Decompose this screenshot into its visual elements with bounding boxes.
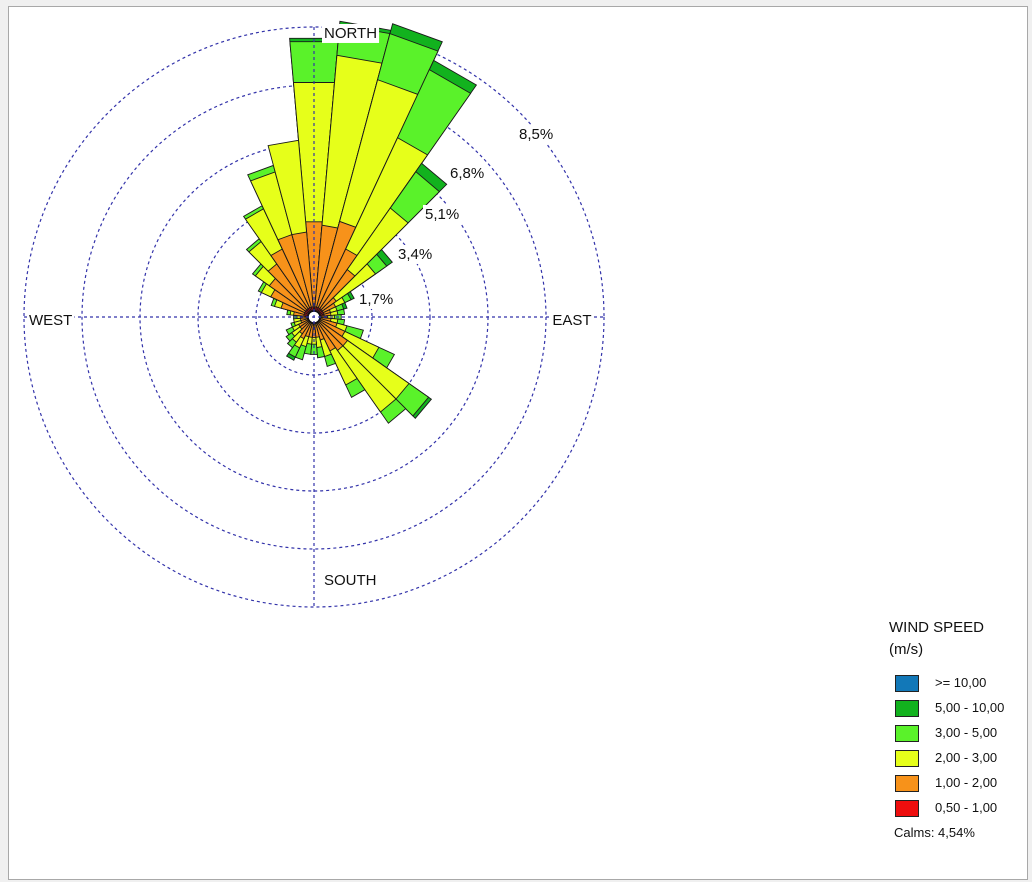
chart-window: 1,7% 3,4% 5,1% 6,8% 8,5% NORTH EAST SOUTH WEST W…: [8, 6, 1028, 880]
legend: WIND SPEED (m/s) >= 10,00 5,00 - 10,00 3,0…: [889, 617, 1027, 840]
legend-swatch: [895, 675, 919, 692]
legend-swatch: [895, 775, 919, 792]
legend-swatch: [895, 750, 919, 767]
compass-bg-north: [322, 23, 380, 43]
grid-axes: [24, 27, 604, 607]
wind-sectors: [242, 20, 478, 424]
compass-bg-west: [27, 310, 75, 330]
grid-ring-5: [23, 26, 605, 608]
ring-label-bg-1: [357, 289, 396, 309]
legend-items: >= 10,00 5,00 - 10,00 3,00 - 5,00 2,00 - 3,…: [889, 673, 1027, 823]
ring-label-bg-5: [517, 124, 556, 144]
ring-label-2: 3,4%: [398, 246, 432, 263]
legend-label: 3,00 - 5,00: [935, 725, 998, 740]
legend-label: >= 10,00: [935, 675, 987, 690]
chart-labels: 1,7% 3,4% 5,1% 6,8% 8,5% NORTH EAST SOUTH WEST: [27, 23, 594, 590]
legend-label: 2,00 - 3,00: [935, 750, 998, 765]
ring-label-5: 8,5%: [519, 126, 553, 143]
legend-label: 0,50 - 1,00: [935, 800, 998, 815]
compass-north: NORTH: [324, 25, 377, 42]
wind-rose-chart: 1,7% 3,4% 5,1% 6,8% 8,5% NORTH EAST SOUTH WEST: [23, 20, 605, 608]
compass-bg-east: [550, 310, 594, 330]
ring-label-bg-3: [423, 204, 462, 224]
sector-dir350-bin1: [291, 231, 315, 318]
legend-swatch: [895, 700, 919, 717]
ring-label-3: 5,1%: [425, 206, 459, 223]
legend-title: WIND SPEED: [889, 619, 985, 636]
legend-item: 3,00 - 5,00: [889, 723, 1027, 748]
legend-item: 5,00 - 10,00: [889, 698, 1027, 723]
compass-south: SOUTH: [324, 572, 377, 589]
ring-label-bg-2: [396, 244, 435, 264]
ring-label-bg-4: [448, 163, 487, 183]
compass-bg-south: [322, 570, 379, 590]
legend-item: 1,00 - 2,00: [889, 773, 1027, 798]
compass-west: WEST: [29, 312, 72, 329]
legend-item: 0,50 - 1,00: [889, 798, 1027, 823]
legend-unit: (m/s): [889, 641, 924, 658]
legend-label: 1,00 - 2,00: [935, 775, 998, 790]
compass-east: EAST: [552, 312, 591, 329]
legend-swatch: [895, 800, 919, 817]
legend-label: 5,00 - 10,00: [935, 700, 1005, 715]
ring-label-4: 6,8%: [450, 165, 484, 182]
ring-label-1: 1,7%: [359, 291, 393, 308]
legend-item: 2,00 - 3,00: [889, 748, 1027, 773]
legend-swatch: [895, 725, 919, 742]
calms-label: Calms: 4,54%: [894, 825, 975, 840]
legend-item: >= 10,00: [889, 673, 1027, 698]
